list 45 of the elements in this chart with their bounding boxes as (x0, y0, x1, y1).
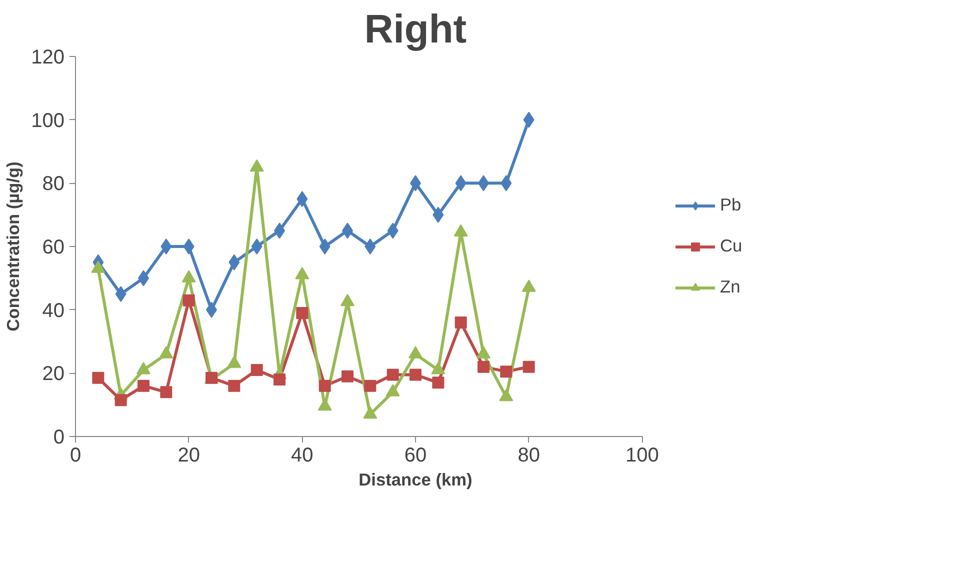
point (251, 238, 262, 254)
y-tick-label: 0 (53, 426, 64, 448)
legend-label: Pb (720, 194, 742, 216)
point (250, 364, 263, 376)
point (432, 376, 444, 389)
y-tick-label: 120 (31, 46, 65, 68)
x-tick-label: 40 (291, 444, 314, 466)
y-axis-title: Concentration (µg/g) (3, 162, 24, 332)
point (342, 370, 354, 382)
point (183, 238, 194, 254)
x-tick-label: 0 (70, 444, 82, 466)
point (160, 238, 172, 254)
y-tick-label: 20 (42, 363, 65, 386)
point (115, 286, 126, 302)
y-tick-label: 60 (42, 236, 65, 258)
point (522, 360, 535, 373)
point (296, 307, 308, 319)
x-tick-label: 80 (518, 444, 540, 466)
point (364, 380, 376, 392)
legend-label: Zn (720, 276, 742, 298)
chart-title: Right (364, 8, 467, 52)
x-tick-label: 60 (404, 444, 427, 466)
point (318, 380, 331, 392)
point (386, 368, 399, 381)
y-tick-label: 80 (42, 173, 65, 196)
point (296, 191, 308, 207)
point (274, 374, 286, 386)
legend-label: Cu (720, 236, 744, 256)
point (138, 380, 150, 392)
y-tick-label: 40 (42, 300, 65, 322)
point (114, 394, 127, 406)
point (182, 294, 195, 306)
point (92, 372, 104, 384)
x-tick-label: 100 (625, 444, 659, 466)
point (478, 360, 490, 373)
point (410, 368, 422, 381)
y-tick-label: 100 (31, 110, 65, 132)
point (500, 366, 512, 378)
x-tick-label: 20 (178, 444, 200, 466)
point (160, 386, 172, 398)
point (454, 316, 467, 328)
point (364, 238, 376, 254)
point (319, 238, 330, 254)
x-axis-title: Distance (km) (358, 470, 472, 490)
point (228, 380, 240, 392)
